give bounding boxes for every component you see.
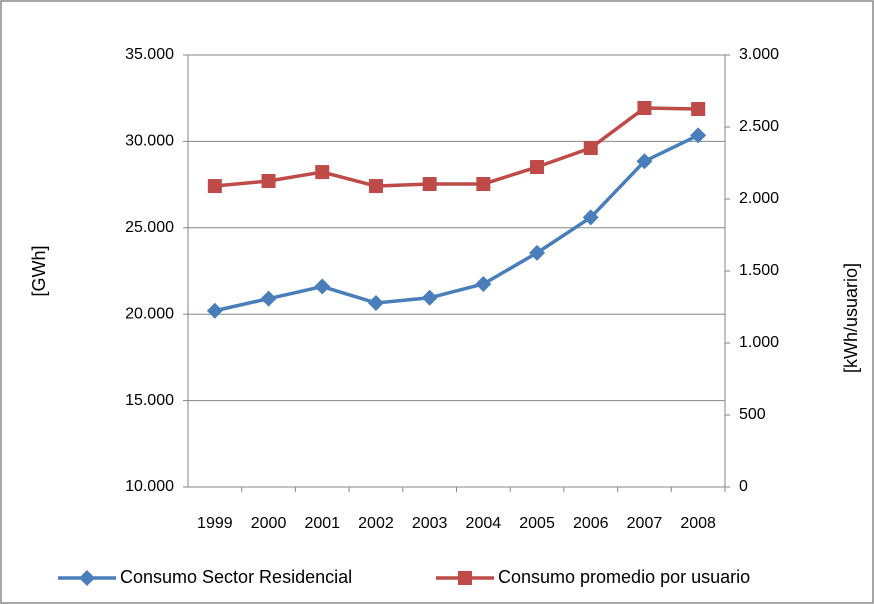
point: [421, 289, 438, 306]
legend-label: Consumo promedio por usuario: [498, 567, 750, 587]
x-tick-label: 2003: [412, 515, 448, 532]
y2-tick-label: 0: [739, 478, 748, 495]
x-tick-label: 2002: [358, 515, 394, 532]
y2-axis-title: [kWh/usuario]: [841, 263, 861, 373]
legend-label: Consumo Sector Residencial: [120, 567, 352, 587]
point: [261, 174, 276, 188]
legend-marker: [79, 570, 95, 586]
y-tick-label: 35.000: [125, 46, 174, 63]
point: [583, 141, 598, 156]
point: [636, 153, 653, 170]
y-tick-label: 30.000: [125, 133, 174, 150]
series-line: [214, 106, 699, 188]
y-tick-label: 20.000: [125, 305, 174, 322]
point: [582, 209, 599, 226]
point: [690, 127, 707, 144]
x-tick-label: 2008: [680, 515, 716, 532]
x-tick-label: 2006: [573, 515, 609, 532]
point: [530, 160, 545, 175]
x-tick-label: 2004: [466, 515, 502, 532]
legend-marker: [458, 571, 472, 585]
point: [529, 244, 546, 261]
point: [476, 177, 491, 192]
point: [691, 102, 706, 116]
x-tick-label: 2000: [251, 515, 287, 532]
point: [314, 278, 331, 295]
x-tick-label: 2005: [519, 515, 555, 532]
point: [206, 302, 223, 319]
y2-tick-label: 2.500: [739, 118, 779, 135]
series-line: [214, 133, 699, 313]
point: [207, 179, 222, 194]
y-axis-title: [GWh]: [29, 245, 49, 296]
y2-tick-label: 2.000: [739, 190, 779, 207]
y2-tick-label: 3.000: [739, 46, 779, 63]
point: [367, 294, 384, 311]
point: [315, 165, 330, 180]
x-tick-label: 2001: [304, 515, 340, 532]
y2-tick-label: 1.000: [739, 334, 779, 351]
point: [368, 179, 383, 194]
y-tick-label: 15.000: [125, 392, 174, 409]
point: [637, 100, 652, 115]
y2-tick-label: 500: [739, 406, 766, 423]
x-tick-label: 1999: [197, 515, 233, 532]
y-tick-label: 10.000: [125, 478, 174, 495]
y-tick-label: 25.000: [125, 219, 174, 236]
point: [475, 275, 492, 292]
x-tick-label: 2007: [627, 515, 663, 532]
point: [422, 177, 437, 192]
y2-tick-label: 1.500: [739, 262, 779, 279]
point: [260, 290, 277, 307]
